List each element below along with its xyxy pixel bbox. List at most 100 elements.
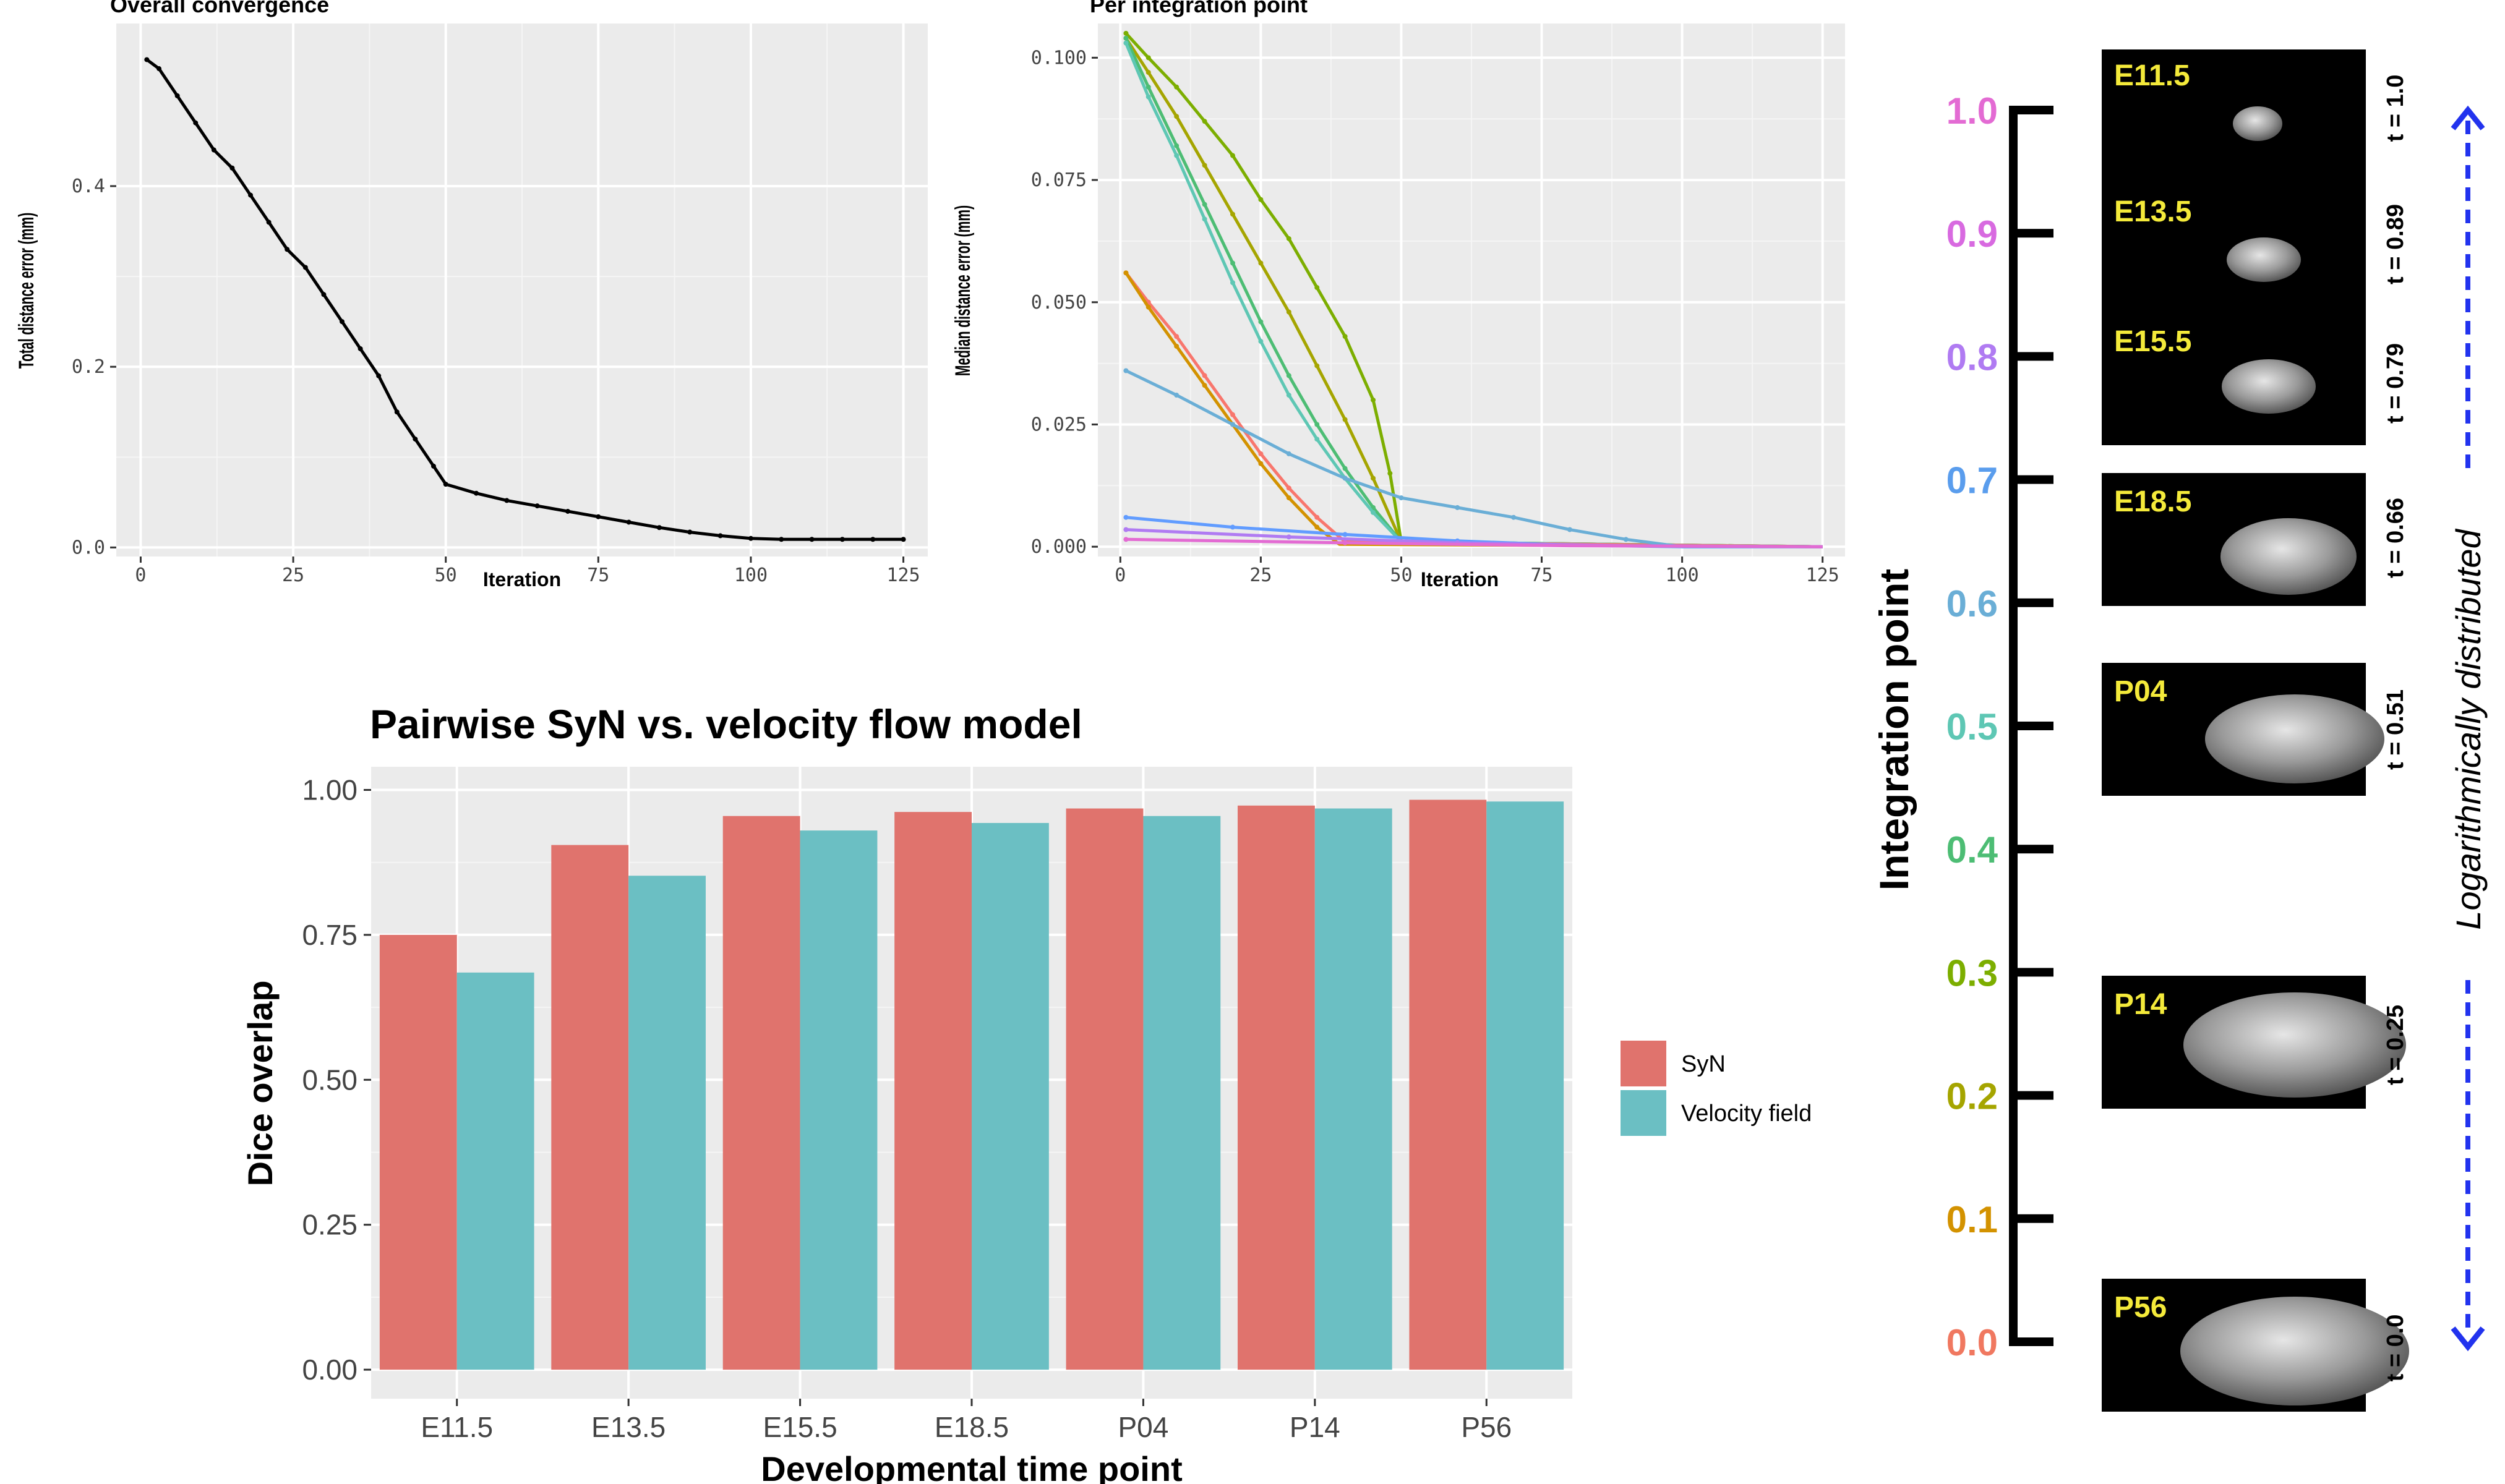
c2-point (1342, 466, 1348, 471)
c2-point (1314, 422, 1320, 427)
x-tick-label: E15.5 (763, 1411, 837, 1443)
chart3-y-tick-labels: 0.00 0.25 0.50 0.75 1.00 (302, 774, 371, 1386)
c2-point (1314, 363, 1320, 369)
c1-point (358, 346, 363, 351)
c2-point (1123, 40, 1129, 46)
chart2-x-tick-labels: 0 25 50 75 100 125 (1115, 556, 1839, 586)
c2-point (1371, 475, 1376, 481)
x-tick-label: 100 (1666, 565, 1699, 586)
c2-point (1174, 343, 1180, 349)
c2-point (1286, 495, 1291, 501)
c2-point (1123, 35, 1129, 41)
brain-image-E13.5 (2227, 237, 2301, 282)
integration-tick-mark (2009, 598, 2053, 607)
x-tick-label: 125 (886, 565, 920, 586)
c1-point (174, 93, 180, 98)
integration-images: E11.5 t = 1.0 E13.5 t = 0.89 E15.5 t = 0.79 E1… (2102, 49, 2409, 1412)
integration-tick-mark (2009, 722, 2053, 730)
image-label-E15.5: E15.5 (2114, 325, 2191, 358)
c1-point (339, 319, 345, 325)
integration-axis-label: Integration point (1871, 569, 1917, 891)
bar-syn-E11.5 (379, 934, 457, 1370)
c1-point (394, 409, 400, 415)
chart1-y-tick-labels: 0.0 0.2 0.4 (72, 176, 116, 558)
bar-syn-P04 (1066, 808, 1144, 1370)
c2-series-line-4 (1124, 271, 1823, 548)
c1-point (809, 537, 815, 542)
c1-point (596, 514, 601, 519)
chart1-x-axis-label: Iteration (483, 568, 561, 591)
chart2-title: Per integration point (1090, 0, 1308, 17)
c2-series-line-6 (1125, 369, 1823, 548)
x-tick-label: P56 (1461, 1411, 1512, 1443)
c2-series-line-5 (1124, 271, 1823, 548)
c2-point (1342, 532, 1348, 537)
image-label-P04: P04 (2114, 675, 2167, 708)
c2-point (1230, 412, 1235, 417)
bar-velocity-E11.5 (456, 972, 534, 1370)
image-t-value-E18.5: t = 0.66 (2383, 498, 2409, 578)
c2-point (1314, 524, 1320, 530)
bar-velocity-P56 (1486, 801, 1564, 1370)
c2-point (1258, 339, 1264, 344)
c2-point (1123, 368, 1129, 373)
brain-image-P04 (2205, 694, 2384, 783)
integration-tick-label: 0.2 (1946, 1076, 1998, 1117)
y-tick-label: 0.100 (1031, 47, 1087, 69)
chart3-x-axis-label: Developmental time point (761, 1449, 1182, 1484)
c2-point (1202, 383, 1207, 388)
integration-tick-label: 0.1 (1946, 1199, 1998, 1240)
c2-point (1123, 514, 1129, 520)
x-tick-label: E11.5 (421, 1411, 493, 1443)
c2-point (1145, 55, 1151, 61)
c2-point (1258, 260, 1264, 266)
image-label-P14: P14 (2114, 988, 2167, 1021)
integration-tick-label: 0.4 (1946, 829, 1998, 871)
y-tick-label: 0.025 (1031, 414, 1087, 435)
log-arrow-bottom (2451, 980, 2485, 1352)
chart2-series (1123, 30, 1823, 548)
log-distributed-label: Logarithmically distributed (2449, 528, 2488, 929)
integration-tick-mark (2009, 845, 2053, 854)
integration-tick-label: 0.5 (1946, 706, 1998, 748)
c2-point (1230, 153, 1235, 158)
c1-point (779, 537, 784, 542)
c1-point (839, 537, 845, 542)
bar-syn-E15.5 (722, 816, 800, 1370)
y-tick-label: 0.075 (1031, 169, 1087, 191)
x-tick-label: P04 (1118, 1411, 1168, 1443)
brain-image-P14 (2183, 992, 2406, 1098)
c1-point (211, 147, 216, 153)
c1-point (656, 525, 662, 531)
c2-point (1230, 260, 1235, 266)
chart1-title: Overall convergence (110, 0, 329, 17)
integration-tick-mark (2009, 1214, 2053, 1223)
c1-point (376, 373, 382, 378)
x-tick-label: E13.5 (591, 1411, 666, 1443)
c1-point (565, 508, 570, 514)
brain-image-P56 (2180, 1297, 2409, 1405)
bar-velocity-E18.5 (972, 822, 1049, 1370)
c2-series-line-9 (1126, 537, 1823, 548)
y-tick-label: 0.0 (72, 537, 105, 558)
y-tick-label: 0.000 (1031, 536, 1087, 558)
image-t-value-P04: t = 0.51 (2383, 689, 2409, 770)
y-tick-label: 0.25 (302, 1209, 358, 1241)
bar-velocity-E15.5 (800, 830, 878, 1370)
c2-series-line-3 (1124, 42, 1823, 548)
c2-point (1230, 422, 1235, 427)
c1-point (870, 537, 876, 542)
c1-point (901, 537, 906, 542)
c2-point (1145, 70, 1151, 75)
y-tick-label: 0.2 (72, 356, 105, 378)
legend-key-velocity (1621, 1090, 1666, 1136)
y-tick-label: 0.75 (302, 919, 358, 951)
c1-point (302, 265, 308, 270)
c1-point (748, 535, 753, 541)
log-arrow-top (2451, 105, 2485, 470)
c2-point (1258, 461, 1264, 466)
c2-point (1455, 505, 1460, 510)
legend-label-syn: SyN (1681, 1051, 1726, 1077)
c2-point (1286, 485, 1291, 491)
